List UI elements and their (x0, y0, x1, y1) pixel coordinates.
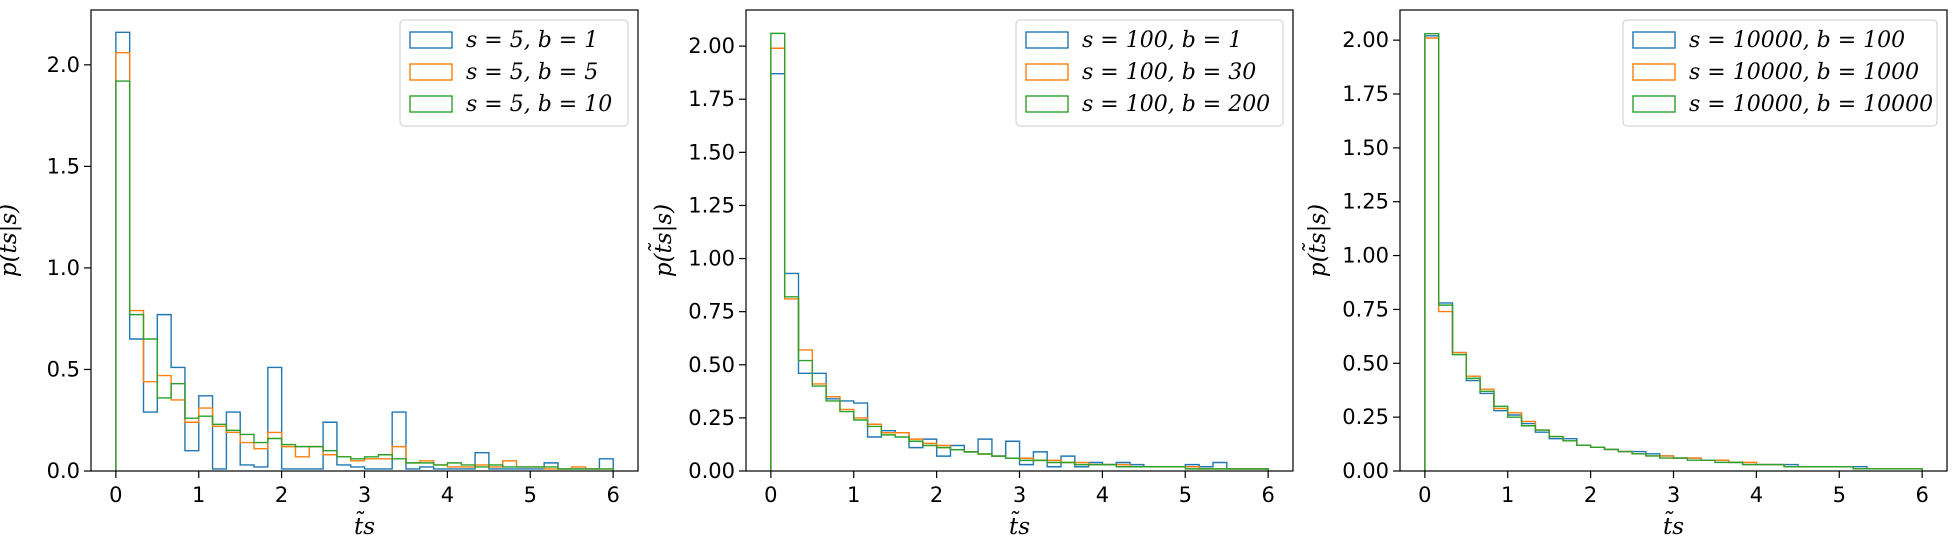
x-axis-label: t̃s (1663, 510, 1684, 540)
y-tick-label: 1.50 (688, 140, 735, 164)
legend: s = 10000, b = 100 s = 10000, b = 1000 s =… (1622, 19, 1938, 127)
y-tick-label: 0.00 (688, 459, 735, 483)
legend-swatch (1025, 63, 1069, 81)
chart-panel-1: 0 1 2 3 4 5 6 0.0 0.5 1.0 1.5 2.0 t̃s p(t̃s|s) s = 5, … (0, 9, 639, 540)
legend-entry-label: s = 10000, b = 100 (1689, 28, 1905, 53)
y-tick-label: 0.25 (688, 406, 735, 430)
x-tick-label: 5 (524, 483, 537, 507)
y-tick-label: 0.75 (1342, 297, 1389, 321)
y-axis-label: p(t̃s|s) (647, 204, 677, 277)
x-tick-label: 4 (441, 483, 454, 507)
y-axis-label: p(t̃s|s) (1301, 204, 1331, 277)
y-tick-label: 1.75 (688, 87, 735, 111)
legend: s = 100, b = 1 s = 100, b = 30 s = 100, b … (1015, 19, 1284, 127)
y-tick-label: 0.00 (1342, 459, 1389, 483)
x-tick-label: 3 (1013, 483, 1026, 507)
x-tick-label: 3 (358, 483, 371, 507)
legend-entry-label: s = 100, b = 1 (1082, 28, 1242, 53)
legend-entry-label: s = 100, b = 200 (1082, 92, 1270, 117)
y-tick-label: 1.75 (1342, 82, 1389, 106)
chart-panel-2: 0 1 2 3 4 5 6 0.00 0.25 0.50 0.75 1.00 1.25 1.50 1.75 2… (647, 9, 1294, 540)
y-tick-label: 1.5 (47, 154, 80, 178)
x-tick-label: 1 (192, 483, 205, 507)
x-tick-label: 4 (1096, 483, 1109, 507)
x-tick-label: 6 (606, 483, 619, 507)
y-axis-label: p(t̃s|s) (0, 204, 22, 277)
legend-swatch (1632, 63, 1676, 81)
y-tick-label: 0.5 (47, 357, 80, 381)
legend-swatch (409, 63, 453, 81)
x-tick-label: 0 (1418, 483, 1431, 507)
x-tick-label: 5 (1833, 483, 1846, 507)
x-tick-label: 4 (1750, 483, 1763, 507)
series-step-line (770, 32, 1269, 471)
x-tick-label: 6 (1915, 483, 1928, 507)
legend-swatch (1632, 95, 1676, 113)
legend-box (1015, 19, 1284, 127)
y-tick-label: 2.00 (688, 34, 735, 58)
x-tick-label: 6 (1261, 483, 1274, 507)
y-tick-label: 0.50 (688, 353, 735, 377)
x-axis-label: t̃s (354, 510, 375, 540)
y-tick-label: 0.25 (1342, 405, 1389, 429)
x-tick-label: 2 (930, 483, 943, 507)
series-step-line (1424, 33, 1923, 471)
x-tick-label: 5 (1179, 483, 1192, 507)
y-tick-label: 1.00 (1342, 244, 1389, 268)
legend-entry-label: s = 100, b = 30 (1082, 60, 1256, 85)
y-tick-label: 1.50 (1342, 136, 1389, 160)
y-tick-label: 2.00 (1342, 28, 1389, 52)
x-tick-label: 0 (109, 483, 122, 507)
y-tick-label: 1.25 (1342, 190, 1389, 214)
legend-entry-label: s = 10000, b = 1000 (1689, 60, 1919, 85)
legend-box (399, 19, 629, 127)
legend-swatch (1632, 31, 1676, 49)
y-tick-label: 0.50 (1342, 351, 1389, 375)
legend-box (1622, 19, 1938, 127)
y-tick-label: 2.0 (47, 53, 80, 77)
legend-entry-label: s = 5, b = 5 (466, 60, 598, 85)
series-step-line (115, 80, 614, 471)
legend-swatch (409, 95, 453, 113)
y-tick-label: 0.0 (47, 459, 80, 483)
x-axis-label: t̃s (1009, 510, 1030, 540)
legend-swatch (1025, 31, 1069, 49)
x-tick-label: 0 (764, 483, 777, 507)
legend: s = 5, b = 1 s = 5, b = 5 s = 5, b = 10 (399, 19, 629, 127)
legend-swatch (1025, 95, 1069, 113)
y-tick-label: 1.0 (47, 256, 80, 280)
y-tick-label: 1.00 (688, 247, 735, 271)
chart-panel-3: 0 1 2 3 4 5 6 0.00 0.25 0.50 0.75 1.00 1.25 1.50 1.75 2… (1301, 9, 1948, 540)
x-tick-label: 3 (1667, 483, 1680, 507)
y-tick-label: 0.75 (688, 300, 735, 324)
legend-entry-label: s = 10000, b = 10000 (1689, 92, 1933, 117)
x-tick-label: 2 (1584, 483, 1597, 507)
legend-entry-label: s = 5, b = 1 (466, 28, 598, 53)
legend-entry-label: s = 5, b = 10 (466, 92, 612, 117)
y-tick-label: 1.25 (688, 193, 735, 217)
x-tick-label: 1 (1501, 483, 1514, 507)
legend-swatch (409, 31, 453, 49)
x-tick-label: 1 (847, 483, 860, 507)
x-tick-label: 2 (275, 483, 288, 507)
